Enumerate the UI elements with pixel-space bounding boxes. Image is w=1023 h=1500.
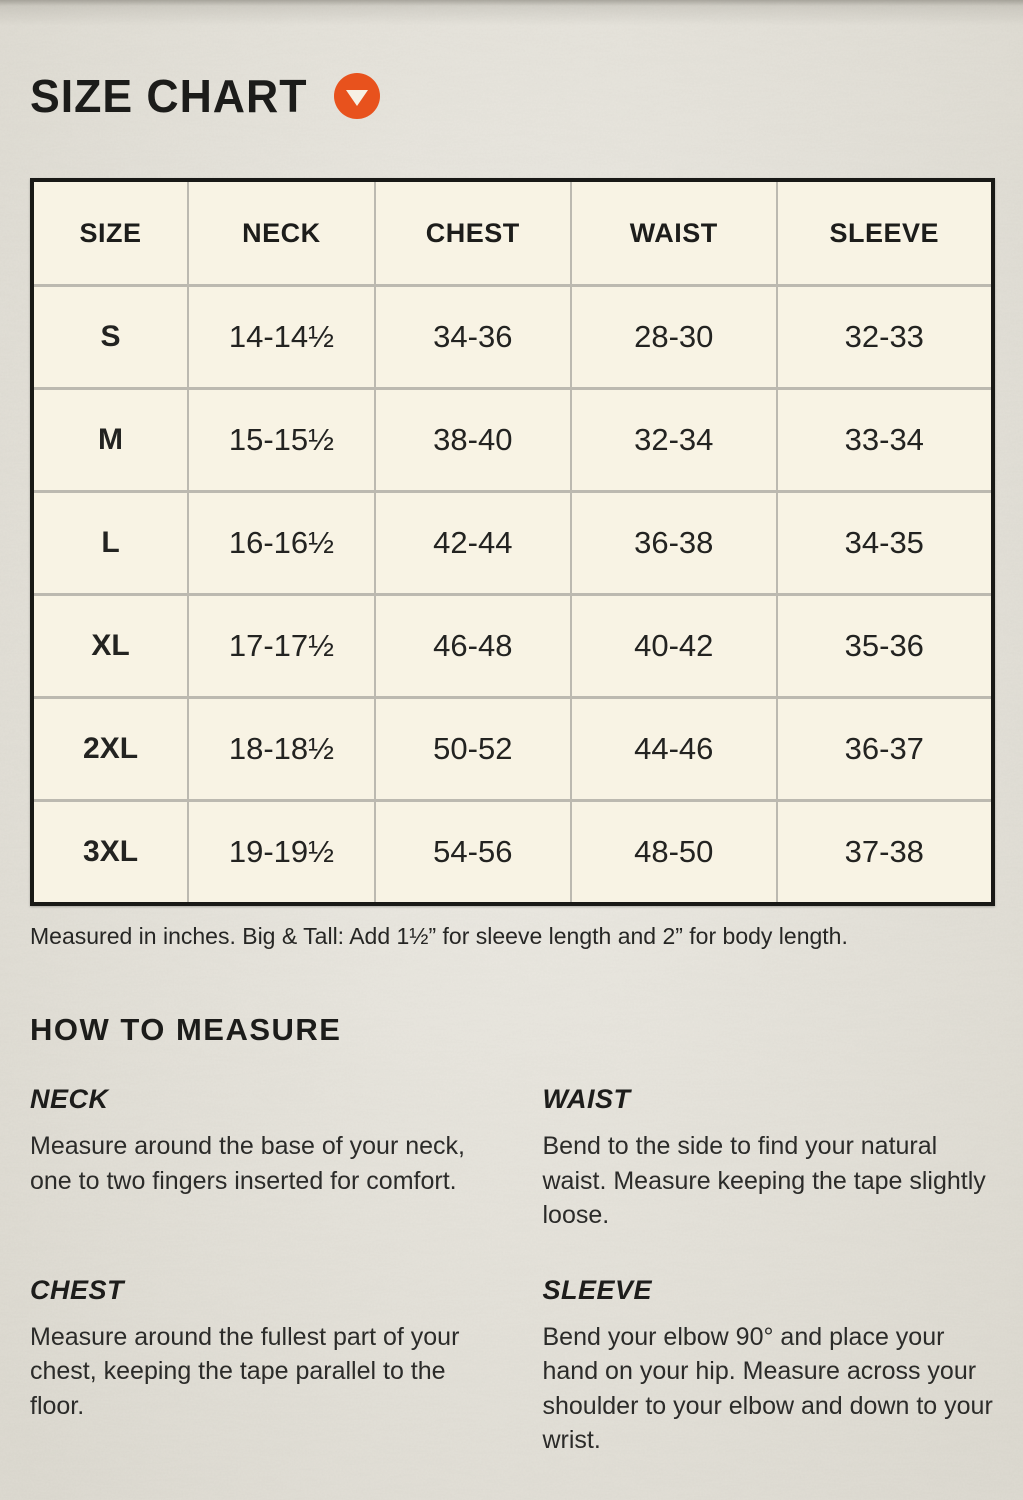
cell-size: 3XL [83, 835, 139, 868]
column-header-waist: WAIST [569, 182, 776, 284]
cell-sleeve: 37-38 [775, 802, 991, 902]
table-row: S 14-14½ 34-36 28-30 32-33 [34, 284, 991, 387]
measure-item-text: Measure around the base of your neck, on… [30, 1132, 465, 1195]
cell-chest: 38-40 [373, 390, 570, 490]
cell-sleeve: 34-35 [775, 493, 991, 593]
column-header-sleeve: SLEEVE [775, 182, 991, 284]
column-header-size: SIZE [79, 217, 142, 248]
measure-item-label: NECK [30, 1084, 109, 1114]
table-row: M 15-15½ 38-40 32-34 33-34 [34, 387, 991, 490]
cell-neck: 18-18½ [187, 699, 374, 799]
cell-size: XL [91, 629, 130, 662]
cell-waist: 28-30 [569, 287, 776, 387]
cell-neck: 14-14½ [187, 287, 374, 387]
cell-chest: 42-44 [373, 493, 570, 593]
cell-neck: 19-19½ [187, 802, 374, 902]
page-title: SIZE CHART [30, 70, 308, 122]
how-to-measure-grid: NECK Measure around the base of your nec… [30, 1084, 995, 1458]
how-to-measure-heading: HOW TO MEASURE [30, 1012, 342, 1047]
cell-waist: 32-34 [569, 390, 776, 490]
measure-item-sleeve: SLEEVE Bend your elbow 90° and place you… [543, 1275, 996, 1458]
column-header-neck: NECK [187, 182, 374, 284]
measure-item-label: SLEEVE [542, 1274, 653, 1305]
cell-waist: 44-46 [569, 699, 776, 799]
measure-item-text: Measure around the fullest part of your … [30, 1322, 460, 1420]
table-row: 3XL 19-19½ 54-56 48-50 37-38 [34, 799, 991, 902]
cell-chest: 34-36 [373, 287, 570, 387]
cell-size: M [98, 423, 124, 456]
chevron-down-triangle [346, 89, 368, 106]
table-row: 2XL 18-18½ 50-52 44-46 36-37 [34, 696, 991, 799]
column-header-chest: CHEST [373, 182, 570, 284]
cell-chest: 50-52 [373, 699, 570, 799]
measure-item-neck: NECK Measure around the base of your nec… [30, 1084, 483, 1233]
cell-chest: 46-48 [373, 596, 570, 696]
table-row: XL 17-17½ 46-48 40-42 35-36 [34, 593, 991, 696]
table-row: L 16-16½ 42-44 36-38 34-35 [34, 490, 991, 593]
measure-item-text: Bend to the side to find your natural wa… [542, 1132, 986, 1229]
measurement-footnote: Measured in inches. Big & Tall: Add 1½” … [30, 923, 848, 949]
cell-neck: 15-15½ [187, 390, 374, 490]
measure-item-label: CHEST [30, 1274, 125, 1305]
cell-size: L [101, 526, 120, 559]
cell-neck: 16-16½ [187, 493, 374, 593]
cell-waist: 40-42 [569, 596, 776, 696]
cell-sleeve: 32-33 [775, 287, 991, 387]
measure-item-chest: CHEST Measure around the fullest part of… [30, 1275, 483, 1458]
cell-waist: 48-50 [569, 802, 776, 902]
table-header-row: SIZE NECK CHEST WAIST SLEEVE [34, 182, 991, 284]
chevron-down-circle-icon[interactable] [334, 73, 380, 119]
measure-item-text: Bend your elbow 90° and place your hand … [542, 1322, 993, 1455]
measure-item-label: WAIST [542, 1084, 631, 1114]
cell-sleeve: 35-36 [775, 596, 991, 696]
cell-size: 2XL [83, 732, 139, 765]
cell-sleeve: 33-34 [775, 390, 991, 490]
cell-waist: 36-38 [569, 493, 776, 593]
cell-sleeve: 36-37 [775, 699, 991, 799]
cell-size: S [100, 320, 121, 353]
measure-item-waist: WAIST Bend to the side to find your natu… [543, 1084, 996, 1233]
size-chart-table: SIZE NECK CHEST WAIST SLEEVE S 14-14½ 34… [30, 178, 995, 906]
cell-neck: 17-17½ [187, 596, 374, 696]
title-row: SIZE CHART [30, 70, 995, 122]
size-chart-page: SIZE CHART SIZE NECK CHEST WAIST SLEEVE … [30, 70, 995, 1458]
cell-chest: 54-56 [373, 802, 570, 902]
